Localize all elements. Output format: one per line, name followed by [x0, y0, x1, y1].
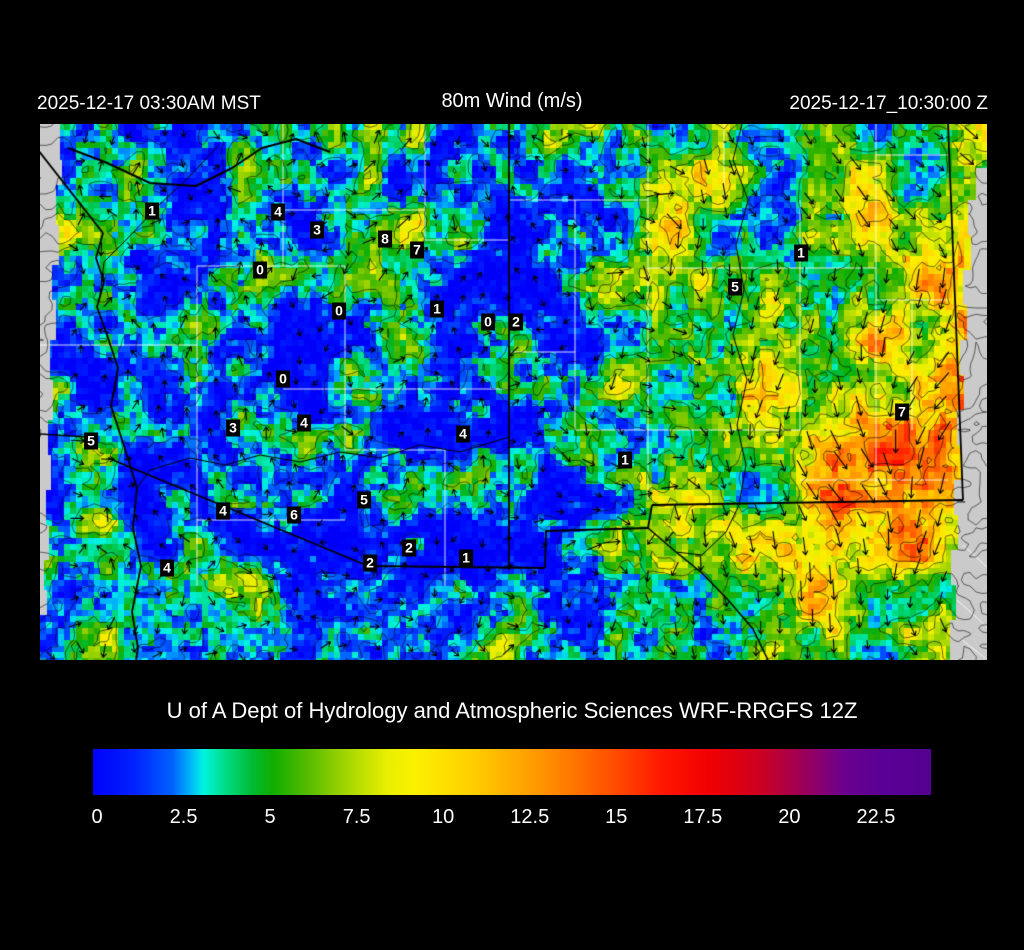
contour-label: 1	[794, 244, 808, 262]
contour-label: 0	[253, 261, 267, 279]
page-title: 80m Wind (m/s)	[441, 90, 583, 112]
contour-label: 4	[271, 203, 285, 221]
contour-label: 4	[160, 559, 174, 577]
contour-label: 7	[895, 403, 909, 421]
contour-label: 3	[226, 419, 240, 437]
contour-label: 5	[357, 491, 371, 509]
contour-label: 2	[363, 554, 377, 572]
colorbar-tick-label: 7.5	[342, 806, 371, 828]
contour-label: 1	[430, 300, 444, 318]
contour-label: 6	[287, 506, 301, 524]
contour-label: 1	[145, 202, 159, 220]
contour-label: 5	[728, 278, 742, 296]
colorbar	[93, 749, 931, 795]
contour-label: 4	[456, 425, 470, 443]
contour-label: 7	[410, 241, 424, 259]
colorbar-tick-label: 10	[432, 806, 455, 828]
contour-label: 3	[310, 221, 324, 239]
valid-time-utc: 2025-12-17_10:30:00 Z	[789, 93, 988, 114]
contour-label: 5	[84, 432, 98, 450]
colorbar-tick-label: 17.5	[683, 806, 723, 828]
contour-label: 1	[459, 549, 473, 567]
contour-label: 4	[297, 414, 311, 432]
wind-map-canvas	[40, 124, 987, 660]
colorbar-tick-label: 2.5	[169, 806, 198, 828]
colorbar-tick-label: 20	[778, 806, 801, 828]
contour-label: 0	[276, 370, 290, 388]
contour-label: 2	[402, 539, 416, 557]
colorbar-tick-label: 15	[605, 806, 628, 828]
colorbar-tick-label: 12.5	[510, 806, 550, 828]
colorbar-tick-label: 0	[91, 806, 103, 828]
valid-time-local: 2025-12-17 03:30AM MST	[37, 93, 261, 114]
colorbar-tick-labels: 0 2.5 5 7.5 10 12.5 15 17.5 20 22.5	[91, 806, 953, 832]
contour-label: 1	[618, 451, 632, 469]
contour-label: 4	[216, 502, 230, 520]
colorbar-tick-label: 22.5	[856, 806, 896, 828]
contour-label: 2	[509, 313, 523, 331]
contour-label: 8	[378, 230, 392, 248]
contour-label: 0	[481, 313, 495, 331]
attribution-title: U of A Dept of Hydrology and Atmospheric…	[166, 698, 858, 723]
contour-label: 0	[332, 302, 346, 320]
colorbar-tick-label: 5	[264, 806, 276, 828]
